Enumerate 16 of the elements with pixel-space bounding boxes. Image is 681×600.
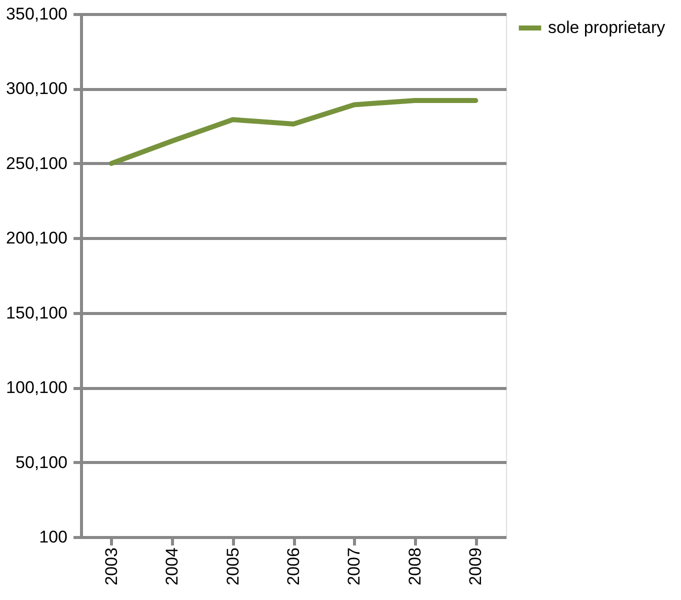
y-tick-label: 300,100 [6, 79, 68, 98]
x-tick-label: 2005 [223, 548, 242, 586]
y-tick-label: 50,100 [16, 452, 68, 472]
y-tick-label: 100,100 [6, 378, 68, 398]
x-tick-label: 2004 [162, 548, 182, 586]
x-tick-label: 2006 [284, 548, 303, 586]
y-tick-label: 350,100 [6, 4, 68, 24]
y-tick-label: 200,100 [6, 228, 68, 248]
x-tick-label: 2009 [466, 548, 486, 586]
x-tick-label: 2003 [102, 548, 121, 586]
y-tick-label: 100 [39, 528, 68, 546]
y-tick-label: 150,100 [6, 303, 68, 322]
x-tick-label: 2008 [405, 548, 424, 586]
y-tick-label: 250,100 [6, 154, 68, 173]
x-tick-label: 2007 [344, 548, 364, 586]
legend-label: sole proprietary [548, 18, 666, 37]
